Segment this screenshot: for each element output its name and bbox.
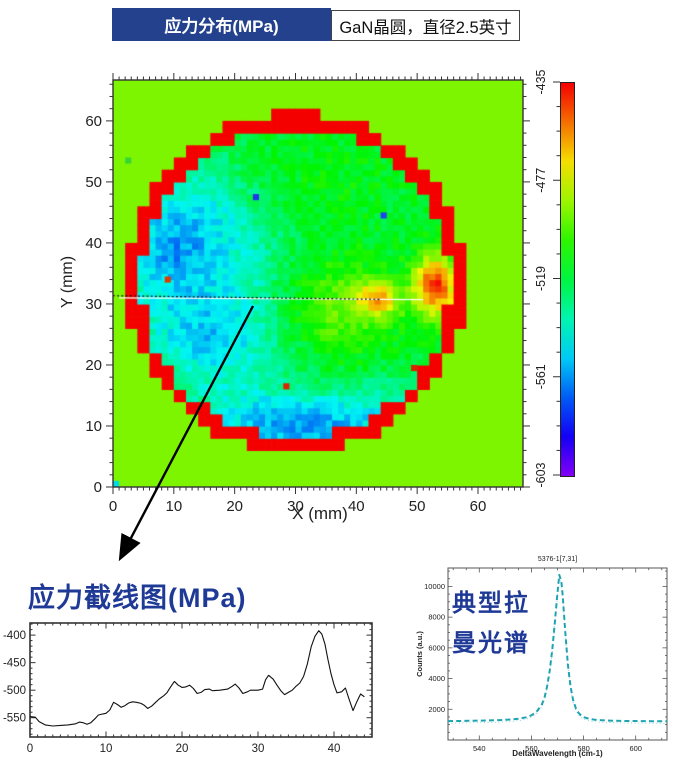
y-tick-label: -400: [3, 630, 26, 642]
y-tick-label: 60: [85, 113, 102, 130]
raman-title: 5376-1[7,31]: [538, 556, 577, 563]
x-tick-label: 30: [252, 743, 265, 755]
colorbar-ticks: [553, 81, 560, 476]
y-tick-label: 10000: [424, 582, 445, 591]
x-tick-label: 560: [525, 744, 538, 753]
raman-spectrum-chart: 540 560 580 600 2000 4000 6000 8000 10000 5376-1[…: [415, 556, 668, 758]
y-tick-label: -500: [3, 685, 26, 697]
x-tick-label: 580: [577, 744, 590, 753]
raman-overlay-line1: 典型拉: [452, 590, 530, 617]
stress-map-title-badge: 应力分布(MPa): [112, 8, 331, 41]
x-tick-label: 0: [27, 743, 33, 755]
x-tick-label: 540: [473, 744, 486, 753]
y-tick-label: 10: [85, 418, 102, 435]
y-tick-label: 2000: [428, 705, 445, 714]
raman-overlay-line2: 曼光谱: [452, 630, 530, 657]
heatmap-y-axis-label: Y (mm): [59, 255, 76, 309]
stress-cross-section-chart: 0 10 20 30 40 -400 -450 -500 -550: [3, 622, 373, 755]
colorbar: [560, 82, 575, 477]
colorbar-tick-label: -477: [534, 168, 548, 193]
heatmap-x-axis-label: X (mm): [292, 504, 348, 523]
stress-line: [29, 630, 365, 727]
y-tick-label: 30: [85, 296, 102, 313]
x-tick-label: 60: [470, 498, 487, 515]
x-tick-label: 600: [629, 744, 642, 753]
x-tick-label: 40: [328, 743, 341, 755]
raman-x-axis-label: DeltaWavelength (cm-1): [512, 749, 603, 758]
y-tick-label: 50: [85, 174, 102, 191]
y-ticks: [448, 570, 667, 733]
colorbar-tick-label: -519: [534, 266, 548, 291]
y-tick-label: -450: [3, 658, 26, 670]
colorbar-tick-label: -561: [534, 364, 548, 389]
y-tick-label: 20: [85, 357, 102, 374]
x-ticks: [29, 623, 373, 737]
x-tick-label: 10: [100, 743, 113, 755]
y-tick-label: 40: [85, 235, 102, 252]
x-tick-label: 50: [409, 498, 426, 515]
raman-overlay-caption: 典型拉 曼光谱: [452, 584, 530, 664]
colorbar-tick-label: -435: [534, 69, 548, 94]
wafer-stress-heatmap: [113, 80, 523, 487]
cross-section-title: 应力截线图(MPa): [28, 583, 247, 613]
x-tick-label: 10: [165, 498, 182, 515]
plot-frame: [29, 622, 373, 738]
x-tick-label: 20: [176, 743, 189, 755]
y-tick-label: 0: [94, 479, 102, 496]
y-tick-label: 8000: [428, 613, 445, 622]
y-tick-label: 6000: [428, 643, 445, 652]
colorbar-tick-label: -603: [534, 462, 548, 487]
x-tick-label: 0: [109, 498, 117, 515]
x-ticks: [452, 568, 663, 740]
wafer-info-badge: GaN晶圆，直径2.5英寸: [331, 10, 520, 41]
y-tick-label: -550: [3, 713, 26, 725]
y-tick-label: 4000: [428, 674, 445, 683]
raman-line: [447, 573, 668, 723]
raman-y-axis-label: Counts (a.u.): [415, 631, 424, 677]
y-ticks: [30, 623, 372, 735]
